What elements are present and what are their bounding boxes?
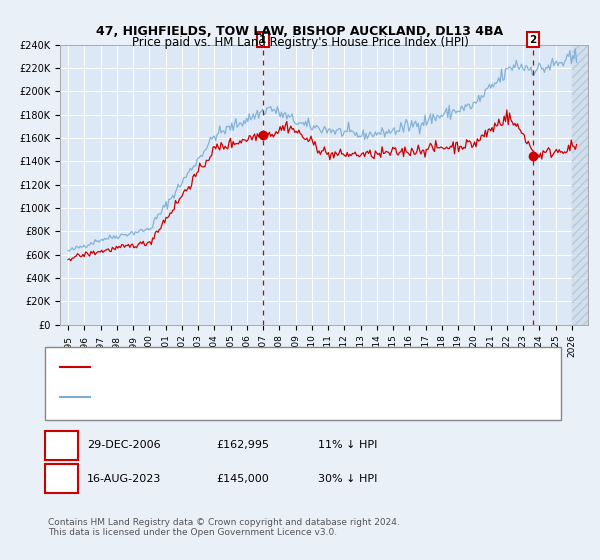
Text: 29-DEC-2006: 29-DEC-2006 (87, 440, 161, 450)
Text: 2: 2 (529, 35, 537, 45)
Text: 30% ↓ HPI: 30% ↓ HPI (318, 474, 377, 484)
Text: 1: 1 (57, 438, 66, 452)
Text: 1: 1 (259, 35, 266, 45)
Text: £145,000: £145,000 (216, 474, 269, 484)
Text: 16-AUG-2023: 16-AUG-2023 (87, 474, 161, 484)
Text: 11% ↓ HPI: 11% ↓ HPI (318, 440, 377, 450)
Text: 47, HIGHFIELDS, TOW LAW, BISHOP AUCKLAND, DL13 4BA: 47, HIGHFIELDS, TOW LAW, BISHOP AUCKLAND… (97, 25, 503, 38)
Text: £162,995: £162,995 (216, 440, 269, 450)
Text: Price paid vs. HM Land Registry's House Price Index (HPI): Price paid vs. HM Land Registry's House … (131, 36, 469, 49)
Polygon shape (572, 45, 588, 325)
Text: HPI: Average price, detached house, County Durham: HPI: Average price, detached house, Coun… (96, 392, 354, 402)
Text: Contains HM Land Registry data © Crown copyright and database right 2024.
This d: Contains HM Land Registry data © Crown c… (48, 518, 400, 538)
Text: 2: 2 (57, 472, 66, 486)
Text: 47, HIGHFIELDS, TOW LAW, BISHOP AUCKLAND, DL13 4BA (detached house): 47, HIGHFIELDS, TOW LAW, BISHOP AUCKLAND… (96, 362, 472, 372)
